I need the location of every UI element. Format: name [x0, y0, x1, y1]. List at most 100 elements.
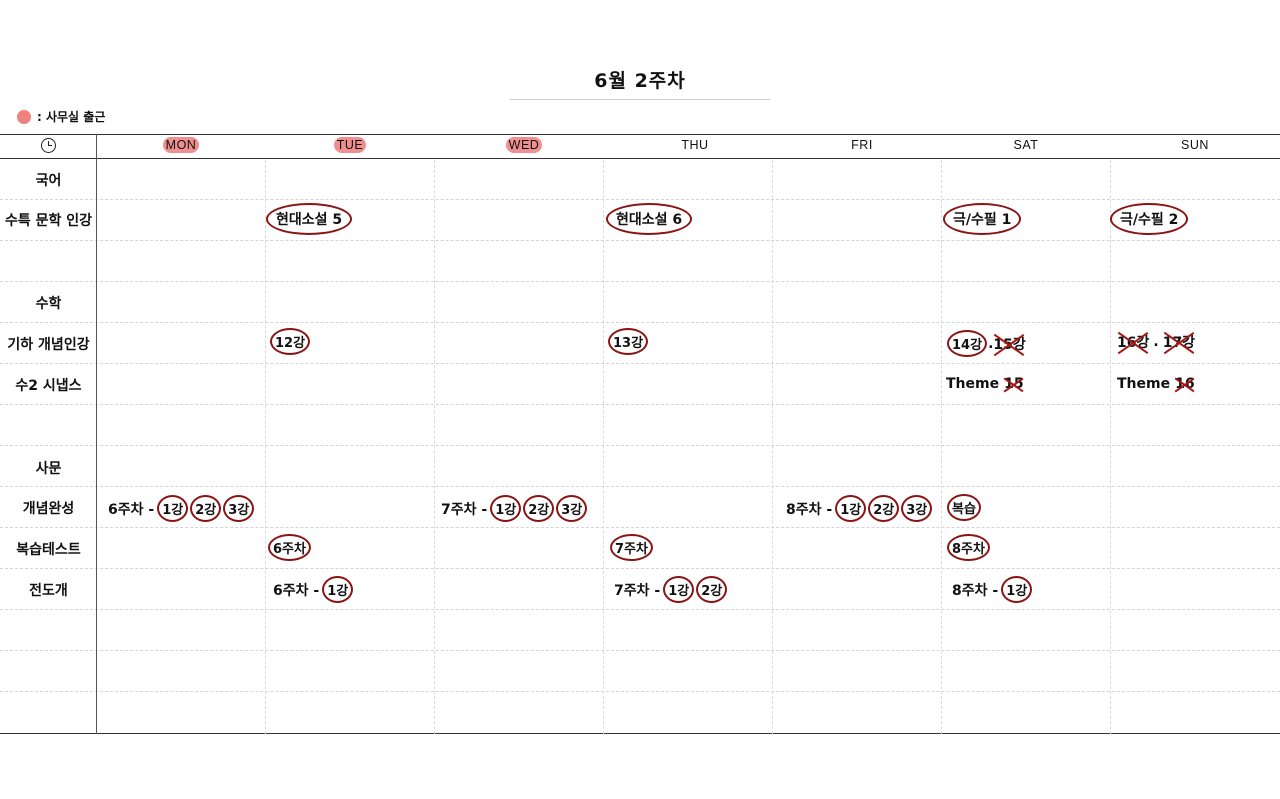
- day-header-thu: THU: [681, 138, 709, 152]
- day-header-sun: SUN: [1181, 138, 1209, 152]
- day-column-divider: [772, 160, 773, 734]
- lecture-circle: 13강: [608, 328, 649, 355]
- theme-label: Theme: [946, 376, 1000, 392]
- task-oval: 현대소설 5: [266, 203, 353, 235]
- grid-top-border: [0, 134, 1280, 135]
- page-title: 6월 2주차: [594, 70, 686, 92]
- lecture-circle: 14강: [947, 330, 988, 357]
- row-divider: [0, 322, 1280, 323]
- cell-review-sat: 8주차: [946, 534, 991, 561]
- row-label-social-jeon: 전도개: [29, 583, 68, 599]
- grid-bottom-border: [0, 733, 1280, 734]
- lecture-circle: 2강: [868, 495, 900, 522]
- clock-icon: [41, 138, 56, 153]
- week-prefix: 8주차 -: [952, 582, 999, 599]
- cell-jeon-tue: 6주차 - 1강: [273, 576, 354, 603]
- day-column-divider: [941, 160, 942, 734]
- lecture-circle: 1강: [322, 576, 354, 603]
- task-oval: 극/수필 2: [1110, 203, 1189, 235]
- row-divider: [0, 240, 1280, 241]
- cell-concept-mon: 6주차 - 1강 2강 3강: [108, 495, 255, 522]
- row-label-math: 수학: [35, 296, 62, 312]
- task-oval: 현대소설 6: [606, 203, 693, 235]
- test-circle: 8주차: [947, 534, 990, 561]
- cell-su2-sat: Theme 15: [946, 376, 1024, 392]
- row-divider: [0, 281, 1280, 282]
- row-divider: [0, 527, 1280, 528]
- row-divider: [0, 650, 1280, 651]
- title-underline: [510, 99, 770, 100]
- test-circle: 7주차: [610, 534, 653, 561]
- theme-crossed: 16: [1175, 376, 1195, 392]
- lecture-circle: 1강: [1001, 576, 1033, 603]
- row-divider: [0, 486, 1280, 487]
- lecture-crossed: 17강: [1163, 332, 1195, 352]
- row-label-korean-lit: 수특 문학 인강: [4, 213, 93, 229]
- cell-lit-tue: 현대소설 5: [266, 203, 353, 235]
- day-header-tue: TUE: [266, 137, 434, 154]
- theme-label: Theme: [1117, 376, 1171, 392]
- task-oval: 극/수필 1: [943, 203, 1022, 235]
- row-label-social-review: 복습테스트: [16, 542, 81, 558]
- cell-geo-tue: 12강: [269, 328, 311, 355]
- lecture-circle: 2강: [523, 495, 555, 522]
- row-label-social: 사문: [35, 461, 62, 477]
- legend-dot-icon: [17, 109, 31, 124]
- lecture-circle: 3강: [223, 495, 255, 522]
- row-divider: [0, 691, 1280, 692]
- cell-lit-thu: 현대소설 6: [606, 203, 693, 235]
- day-header-sat: SAT: [1013, 138, 1039, 152]
- cell-geo-thu: 13강: [607, 328, 649, 355]
- day-header-mon: MON: [97, 137, 265, 154]
- legend-label: : 사무실 출근: [37, 110, 106, 124]
- row-divider: [0, 404, 1280, 405]
- lecture-circle: 복습: [947, 494, 981, 521]
- cell-lit-sat: 극/수필 1: [943, 203, 1022, 235]
- lecture-circle: 12강: [270, 328, 311, 355]
- separator: .: [1153, 334, 1159, 350]
- lecture-crossed: 16강: [1117, 332, 1149, 352]
- lecture-circle: 1강: [490, 495, 522, 522]
- separator: .: [988, 335, 994, 352]
- row-divider: [0, 568, 1280, 569]
- row-divider: [0, 609, 1280, 610]
- cell-review-tue: 6주차: [267, 534, 312, 561]
- day-column-divider: [434, 160, 435, 734]
- lecture-circle: 1강: [157, 495, 189, 522]
- week-prefix: 7주차 -: [441, 501, 488, 518]
- legend: : 사무실 출근: [17, 108, 105, 125]
- lecture-circle: 2강: [190, 495, 222, 522]
- lecture-crossed: 15강: [993, 334, 1025, 354]
- cell-concept-wed: 7주차 - 1강 2강 3강: [441, 495, 588, 522]
- week-prefix: 8주차 -: [786, 501, 833, 518]
- cell-jeon-thu: 7주차 - 1강 2강: [614, 576, 728, 603]
- row-label-social-concept: 개념완성: [22, 501, 75, 517]
- week-prefix: 6주차 -: [273, 582, 320, 599]
- header-bottom-border: [0, 158, 1280, 159]
- row-divider: [0, 199, 1280, 200]
- day-header-wed: WED: [435, 137, 613, 154]
- cell-lit-sun: 극/수필 2: [1110, 203, 1189, 235]
- row-divider: [0, 445, 1280, 446]
- week-prefix: 7주차 -: [614, 582, 661, 599]
- cell-geo-sun: 16강 . 17강: [1117, 332, 1195, 352]
- lecture-circle: 1강: [835, 495, 867, 522]
- row-label-math-su2: 수2 시냅스: [15, 378, 82, 394]
- day-column-divider: [265, 160, 266, 734]
- cell-geo-sat: 14강 . 15강: [946, 330, 1026, 357]
- week-prefix: 6주차 -: [108, 501, 155, 518]
- cell-concept-sat: 복습: [946, 494, 982, 521]
- day-column-divider: [603, 160, 604, 734]
- lecture-circle: 3강: [901, 495, 933, 522]
- test-circle: 6주차: [268, 534, 311, 561]
- cell-su2-sun: Theme 16: [1117, 376, 1195, 392]
- row-divider: [0, 363, 1280, 364]
- lecture-circle: 2강: [696, 576, 728, 603]
- theme-crossed: 15: [1004, 376, 1024, 392]
- cell-review-thu: 7주차: [609, 534, 654, 561]
- day-header-fri: FRI: [851, 138, 873, 152]
- lecture-circle: 3강: [556, 495, 588, 522]
- lecture-circle: 1강: [663, 576, 695, 603]
- row-label-korean: 국어: [35, 173, 62, 189]
